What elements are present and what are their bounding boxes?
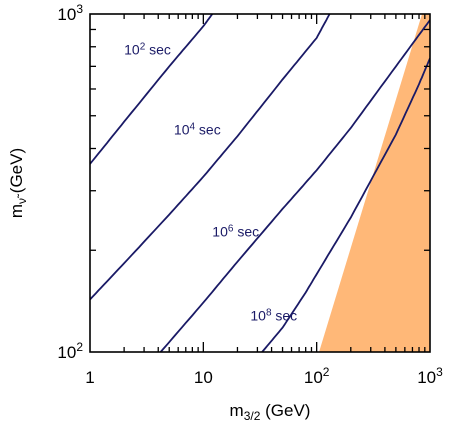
curve-label-base: 10 <box>250 307 266 323</box>
x-tick-label-4: 103 <box>417 365 443 387</box>
curve-label-3: 106 sec <box>212 223 259 240</box>
plot-frame <box>89 13 431 353</box>
curve-label-exp: 8 <box>266 307 272 318</box>
y-tick-label-2: 103 <box>57 2 83 24</box>
x-tick-label-2: 10 <box>194 368 213 387</box>
y-axis-title-main: m <box>7 204 26 218</box>
y-tick-label-1: 102 <box>57 340 83 362</box>
curve-label-unit: sec <box>145 41 171 57</box>
x-axis-title-main: m <box>230 401 244 420</box>
y-axis-title-unit: (GeV) <box>7 148 26 198</box>
x-axis-title-unit: (GeV) <box>260 401 310 420</box>
lifetime-curve-3 <box>159 19 430 352</box>
excluded-region <box>319 14 430 352</box>
excluded-region-layer <box>319 14 430 352</box>
curve-label-base: 10 <box>124 41 140 57</box>
x-axis-title: m3/2 (GeV) <box>230 401 311 423</box>
lifetime-curve-2 <box>90 14 331 301</box>
x-tick-label-3: 102 <box>304 365 330 387</box>
curve-label-exp: 6 <box>228 223 234 234</box>
y-axis-title: mν̃ (GeV) <box>7 148 29 218</box>
x-axis-title-sub: 3/2 <box>244 409 261 423</box>
curve-label-unit: sec <box>195 122 221 138</box>
x-tick-label-1: 1 <box>85 368 94 387</box>
curve-label-exp: 4 <box>189 121 195 132</box>
axis-ticks <box>90 14 430 352</box>
curve-label-exp: 2 <box>140 41 146 52</box>
curve-label-base: 10 <box>174 122 190 138</box>
curve-label-1: 102 sec <box>124 41 171 58</box>
curve-label-base: 10 <box>212 223 228 239</box>
y-axis-title-sub: ν̃ <box>15 193 29 204</box>
curve-label-2: 104 sec <box>174 121 221 138</box>
lifetime-curve-4 <box>261 57 430 352</box>
lifetime-curves <box>90 14 430 352</box>
curve-label-unit: sec <box>272 307 298 323</box>
lifetime-curve-1 <box>90 14 214 165</box>
curve-label-4: 108 sec <box>250 307 297 324</box>
curve-label-unit: sec <box>233 223 259 239</box>
